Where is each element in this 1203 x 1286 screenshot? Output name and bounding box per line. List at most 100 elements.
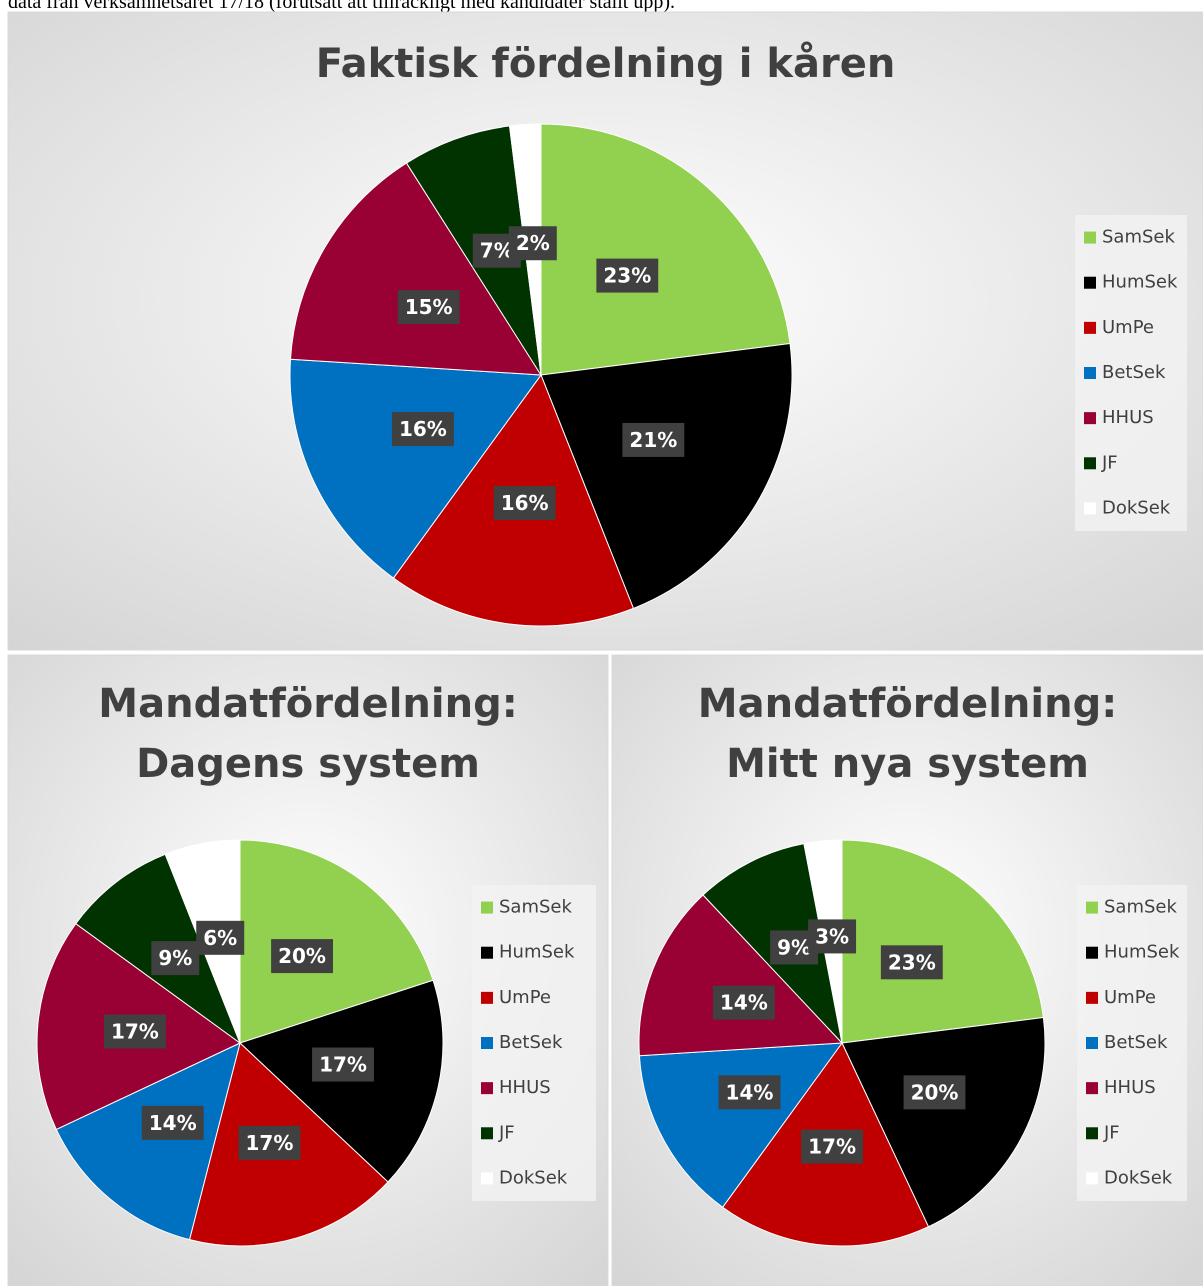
data-label-text: 17%	[111, 1020, 159, 1044]
legend-label: BetSek	[1102, 362, 1166, 383]
chart-title: Mitt nya system	[726, 741, 1089, 787]
data-label: 2%	[508, 226, 557, 261]
legend-marker	[1086, 1127, 1098, 1140]
legend-marker	[1086, 1172, 1098, 1185]
legend-marker	[481, 1172, 493, 1185]
data-label-box	[880, 945, 943, 980]
chart-title: Mandatfördelning:	[98, 681, 517, 727]
data-label-box	[801, 1129, 864, 1164]
data-label-text: 23%	[888, 950, 936, 974]
data-label-text: 20%	[911, 1080, 959, 1104]
data-label-box	[391, 412, 454, 447]
data-label-text: 15%	[405, 295, 453, 319]
legend-marker	[1084, 502, 1096, 515]
legend-marker	[481, 1037, 493, 1049]
pie-slice	[540, 123, 791, 376]
legend-marker	[1084, 457, 1096, 470]
data-label-text: 9%	[158, 946, 192, 970]
data-label-text: 9%	[777, 935, 811, 959]
data-label-box	[712, 985, 775, 1020]
legend-marker	[481, 1082, 493, 1095]
legend-marker	[1084, 231, 1096, 244]
legend-label: HHUS	[1104, 1077, 1156, 1098]
pie-slice	[289, 162, 542, 376]
legend-label: HHUS	[499, 1077, 551, 1098]
legend-marker	[481, 901, 493, 914]
legend-label: HumSek	[1104, 942, 1180, 963]
chart-title: Dagens system	[136, 741, 480, 787]
data-label: 20%	[903, 1075, 966, 1110]
data-label-text: 17%	[808, 1135, 856, 1159]
legend-label: DokSek	[1102, 497, 1171, 518]
legend-label: HumSek	[1102, 272, 1178, 293]
data-label: 17%	[103, 1014, 166, 1049]
legend-label: JF	[1103, 1122, 1120, 1143]
data-label-text: 21%	[629, 428, 677, 452]
pie-slice	[841, 839, 1044, 1044]
data-label-text: 2%	[516, 231, 550, 255]
chart-title: Faktisk fördelning i kåren	[316, 40, 896, 87]
data-label: 6%	[196, 920, 245, 955]
legend-marker	[1086, 901, 1098, 914]
data-label-box	[271, 939, 333, 974]
data-label-text: 14%	[726, 1080, 774, 1104]
legend-marker	[1086, 1082, 1098, 1095]
pie-slice	[638, 1042, 844, 1208]
legend-marker	[1084, 367, 1096, 379]
data-label-text: 3%	[815, 924, 849, 948]
pie-slice	[540, 342, 793, 610]
data-label-box	[397, 290, 460, 325]
data-label-box	[718, 1075, 781, 1110]
data-label-text: 6%	[203, 926, 237, 950]
data-label: 14%	[141, 1105, 204, 1140]
legend-label: SamSek	[1104, 897, 1177, 918]
legend-label: UmPe	[499, 987, 551, 1008]
data-label: 3%	[808, 919, 857, 954]
data-label-box	[808, 919, 857, 954]
legend-marker	[1084, 321, 1096, 334]
legend-label: DokSek	[1104, 1167, 1173, 1188]
data-label-text: 16%	[501, 491, 549, 515]
data-label-text: 16%	[399, 417, 447, 441]
legend-marker	[1086, 1037, 1098, 1049]
data-label-text: 20%	[278, 944, 326, 968]
data-label-text: 14%	[720, 991, 768, 1015]
pie-slice	[239, 839, 434, 1044]
legend-label: BetSek	[499, 1032, 563, 1053]
legend-label: DokSek	[499, 1167, 568, 1188]
data-label: 16%	[493, 485, 556, 520]
legend-label: BetSek	[1104, 1032, 1168, 1053]
legend-label: SamSek	[499, 897, 572, 918]
pie-slice	[841, 1017, 1046, 1228]
data-label-box	[151, 941, 200, 976]
data-label: 17%	[801, 1129, 864, 1164]
data-label-box	[312, 1047, 374, 1082]
chart-title: Mandatfördelning:	[698, 681, 1117, 727]
data-label-text: 17%	[319, 1053, 367, 1077]
data-label: 17%	[238, 1125, 301, 1160]
data-label-box	[196, 920, 245, 955]
legend-marker	[481, 1127, 493, 1140]
data-label-text: 17%	[246, 1131, 294, 1155]
data-label: 9%	[151, 941, 200, 976]
legend-marker	[1084, 276, 1096, 289]
legend-marker	[481, 946, 493, 959]
legend-marker	[1086, 946, 1098, 959]
data-label-text: 23%	[603, 264, 651, 288]
legend-label: SamSek	[1102, 227, 1175, 248]
legend-label: UmPe	[1104, 987, 1156, 1008]
data-label: 16%	[391, 412, 454, 447]
legend-label: JF	[1101, 452, 1118, 473]
data-label-box	[141, 1105, 204, 1140]
pie-slice	[289, 358, 542, 579]
data-label: 17%	[312, 1047, 374, 1082]
data-label: 21%	[622, 422, 685, 457]
legend-label: HHUS	[1102, 407, 1154, 428]
data-label: 23%	[880, 945, 943, 980]
data-label-box	[903, 1075, 966, 1110]
data-label: 14%	[718, 1075, 781, 1110]
data-label-box	[508, 226, 557, 261]
data-label-box	[622, 422, 685, 457]
